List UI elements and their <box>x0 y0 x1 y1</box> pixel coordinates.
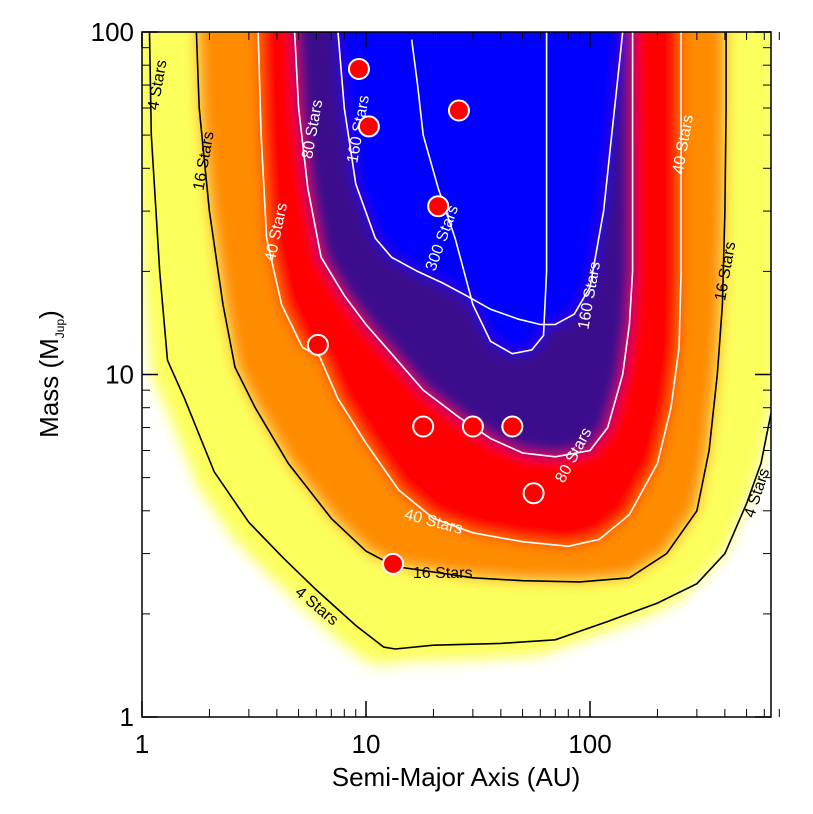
contour-line-4 <box>293 32 634 458</box>
data-point-3 <box>447 99 470 122</box>
data-point-1 <box>347 57 370 80</box>
x-tick-label-2: 10 <box>352 729 381 759</box>
y-tick-label-1: 1 <box>120 702 134 732</box>
data-point-10 <box>382 552 405 575</box>
y-axis-title-close: ) <box>34 310 64 319</box>
data-point-7 <box>461 415 484 438</box>
data-point-4 <box>427 195 450 218</box>
data-point-9 <box>522 482 545 505</box>
y-axis-title-main: Mass (M <box>34 338 64 438</box>
data-point-5 <box>306 333 329 356</box>
data-points-layer <box>306 57 545 575</box>
contour-line-5 <box>337 32 624 326</box>
data-point-6 <box>412 415 435 438</box>
contour-line-3 <box>257 32 682 548</box>
y-axis-title-group: Mass (MJup) <box>34 310 67 438</box>
contour-line-1 <box>148 32 771 650</box>
heatmap-band-6 <box>411 32 547 354</box>
contour-line-6 <box>410 32 548 355</box>
x-tick-label-3: 100 <box>568 729 611 759</box>
heatmap-fill-group <box>142 32 771 665</box>
data-point-2 <box>357 115 380 138</box>
y-tick-label-3: 100 <box>91 17 134 47</box>
data-point-8 <box>501 415 524 438</box>
contour-label-2-2: 16 Stars <box>413 565 473 582</box>
x-tick-label-1: 1 <box>135 729 149 759</box>
y-tick-label-2: 10 <box>105 360 134 390</box>
y-axis-title: Mass (MJup) <box>34 310 67 438</box>
heatmap-layer <box>142 32 771 665</box>
axis-ticks: 1 10 100 1 10 100 <box>91 17 780 759</box>
contour-line-2 <box>195 32 727 583</box>
y-axis-title-subscript: Jup <box>53 319 67 339</box>
x-axis-title: Semi-Major Axis (AU) <box>332 762 580 792</box>
